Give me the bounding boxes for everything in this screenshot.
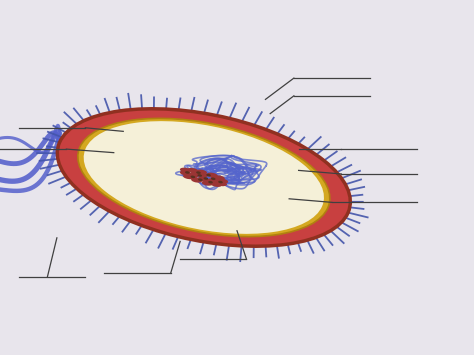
Ellipse shape [208, 181, 213, 184]
Ellipse shape [202, 181, 213, 186]
Ellipse shape [203, 177, 208, 180]
Ellipse shape [196, 171, 201, 174]
Ellipse shape [211, 178, 216, 180]
Ellipse shape [211, 176, 222, 181]
Ellipse shape [211, 182, 222, 187]
Ellipse shape [183, 174, 194, 179]
Ellipse shape [208, 178, 219, 183]
Ellipse shape [207, 173, 218, 178]
Ellipse shape [180, 168, 191, 173]
Ellipse shape [187, 173, 198, 178]
Ellipse shape [191, 176, 195, 178]
Ellipse shape [191, 178, 202, 182]
Ellipse shape [180, 171, 191, 175]
Ellipse shape [197, 174, 202, 177]
Ellipse shape [185, 171, 190, 174]
Ellipse shape [187, 168, 198, 173]
Ellipse shape [198, 177, 209, 182]
Ellipse shape [216, 181, 227, 186]
Ellipse shape [198, 179, 203, 181]
Ellipse shape [78, 119, 330, 236]
Ellipse shape [190, 171, 201, 176]
Ellipse shape [218, 181, 223, 184]
Ellipse shape [197, 172, 208, 177]
Ellipse shape [206, 174, 211, 176]
Ellipse shape [214, 175, 225, 180]
Ellipse shape [84, 121, 324, 234]
Ellipse shape [217, 179, 228, 184]
Ellipse shape [57, 109, 350, 246]
Ellipse shape [196, 170, 207, 174]
